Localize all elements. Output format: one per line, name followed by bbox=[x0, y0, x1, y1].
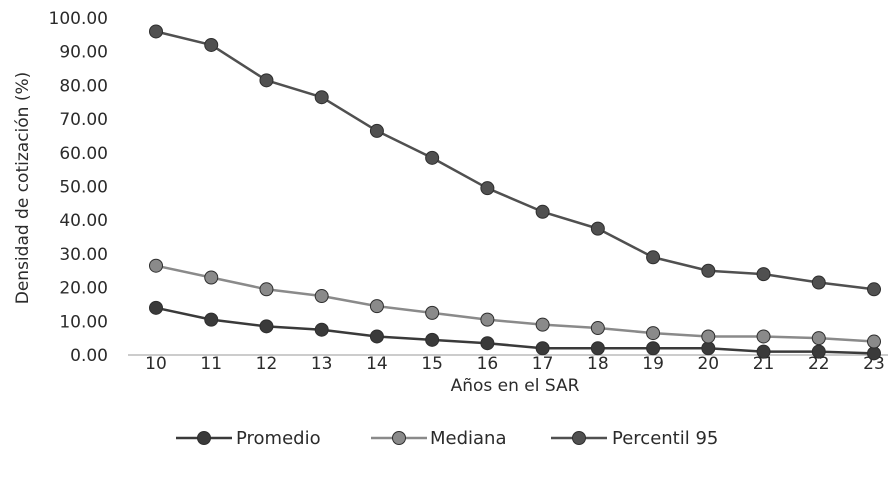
data-point bbox=[480, 312, 495, 327]
data-point bbox=[701, 329, 716, 344]
data-point bbox=[149, 300, 163, 315]
y-axis-label: Densidad de cotización (%) bbox=[13, 72, 33, 305]
data-point bbox=[811, 331, 826, 346]
legend-item: Percentil 95 bbox=[551, 428, 718, 449]
y-axis-title: Densidad de cotización (%) bbox=[13, 72, 33, 305]
x-tick-label: 17 bbox=[532, 354, 554, 374]
legend-marker bbox=[392, 431, 406, 445]
x-tick-label: 18 bbox=[587, 354, 609, 374]
x-tick-label: 20 bbox=[697, 354, 719, 374]
y-tick-label: 70.00 bbox=[59, 110, 108, 130]
data-point bbox=[480, 336, 495, 351]
y-tick-label: 80.00 bbox=[59, 76, 108, 96]
data-point bbox=[535, 317, 550, 332]
x-tick-label: 21 bbox=[753, 354, 775, 374]
x-axis-label: Años en el SAR bbox=[451, 376, 580, 396]
y-tick-label: 90.00 bbox=[59, 43, 108, 63]
legend-marker bbox=[197, 431, 211, 445]
x-tick-label: 16 bbox=[477, 354, 499, 374]
data-point bbox=[867, 334, 881, 349]
data-point bbox=[646, 341, 661, 356]
data-point bbox=[535, 341, 550, 356]
y-tick-label: 10.00 bbox=[59, 312, 108, 332]
y-tick-label: 20.00 bbox=[59, 279, 108, 299]
x-tick-label: 14 bbox=[366, 354, 388, 374]
data-point bbox=[204, 312, 219, 327]
y-tick-label: 100.00 bbox=[49, 9, 108, 29]
x-tick-labels: 10 11 12 13 14 15 16 17 18 19 20 21 22 23 bbox=[145, 354, 885, 374]
data-point bbox=[701, 263, 716, 278]
series-line bbox=[155, 306, 875, 355]
data-point bbox=[259, 73, 274, 88]
series-line bbox=[155, 264, 875, 343]
data-point bbox=[756, 344, 771, 359]
data-point bbox=[590, 341, 605, 356]
x-tick-label: 13 bbox=[311, 354, 333, 374]
y-tick-label: 60.00 bbox=[59, 144, 108, 164]
x-tick-label: 22 bbox=[808, 354, 830, 374]
data-point bbox=[314, 322, 329, 337]
data-point bbox=[535, 204, 550, 219]
y-tick-label: 30.00 bbox=[59, 245, 108, 265]
legend-item: Mediana bbox=[371, 428, 507, 449]
y-tick-labels: 0.00 10.00 20.00 30.00 40.00 50.00 60.00 70.00 8… bbox=[49, 9, 108, 366]
data-point bbox=[149, 258, 163, 273]
series-layer bbox=[149, 24, 881, 361]
data-point bbox=[867, 346, 881, 361]
legend: Promedio Mediana Percentil 95 bbox=[176, 428, 718, 449]
data-point bbox=[590, 221, 605, 236]
y-tick-label: 50.00 bbox=[59, 178, 108, 198]
data-point bbox=[756, 267, 771, 282]
data-point bbox=[204, 270, 219, 285]
data-point bbox=[811, 275, 826, 290]
data-point bbox=[425, 305, 440, 320]
data-point bbox=[204, 37, 219, 52]
data-point bbox=[369, 329, 384, 344]
data-point bbox=[425, 150, 440, 165]
series-promedio bbox=[149, 300, 881, 361]
x-tick-label: 12 bbox=[256, 354, 278, 374]
x-tick-label: 10 bbox=[145, 354, 167, 374]
x-tick-label: 15 bbox=[421, 354, 443, 374]
x-tick-label: 23 bbox=[863, 354, 885, 374]
x-tick-label: 11 bbox=[200, 354, 222, 374]
y-tick-label: 0.00 bbox=[70, 346, 108, 366]
data-point bbox=[314, 289, 329, 304]
data-point bbox=[369, 123, 384, 138]
data-point bbox=[646, 326, 661, 341]
y-tick-label: 40.00 bbox=[59, 211, 108, 231]
series-line bbox=[155, 30, 875, 291]
data-point bbox=[314, 90, 329, 105]
data-point bbox=[867, 282, 881, 297]
legend-label: Promedio bbox=[236, 428, 321, 449]
data-point bbox=[259, 319, 274, 334]
data-point bbox=[480, 181, 495, 196]
data-point bbox=[646, 250, 661, 265]
legend-label: Percentil 95 bbox=[612, 428, 718, 449]
data-point bbox=[811, 344, 826, 359]
legend-item: Promedio bbox=[176, 428, 321, 449]
x-tick-label: 19 bbox=[642, 354, 664, 374]
data-point bbox=[701, 341, 716, 356]
data-point bbox=[149, 24, 163, 39]
legend-label: Mediana bbox=[430, 428, 507, 449]
series-percentil-95 bbox=[149, 24, 881, 297]
data-point bbox=[756, 329, 771, 344]
data-point bbox=[425, 332, 440, 347]
legend-marker bbox=[572, 431, 586, 445]
data-point bbox=[369, 299, 384, 314]
series-mediana bbox=[149, 258, 881, 349]
data-point bbox=[590, 321, 605, 336]
data-point bbox=[259, 282, 274, 297]
